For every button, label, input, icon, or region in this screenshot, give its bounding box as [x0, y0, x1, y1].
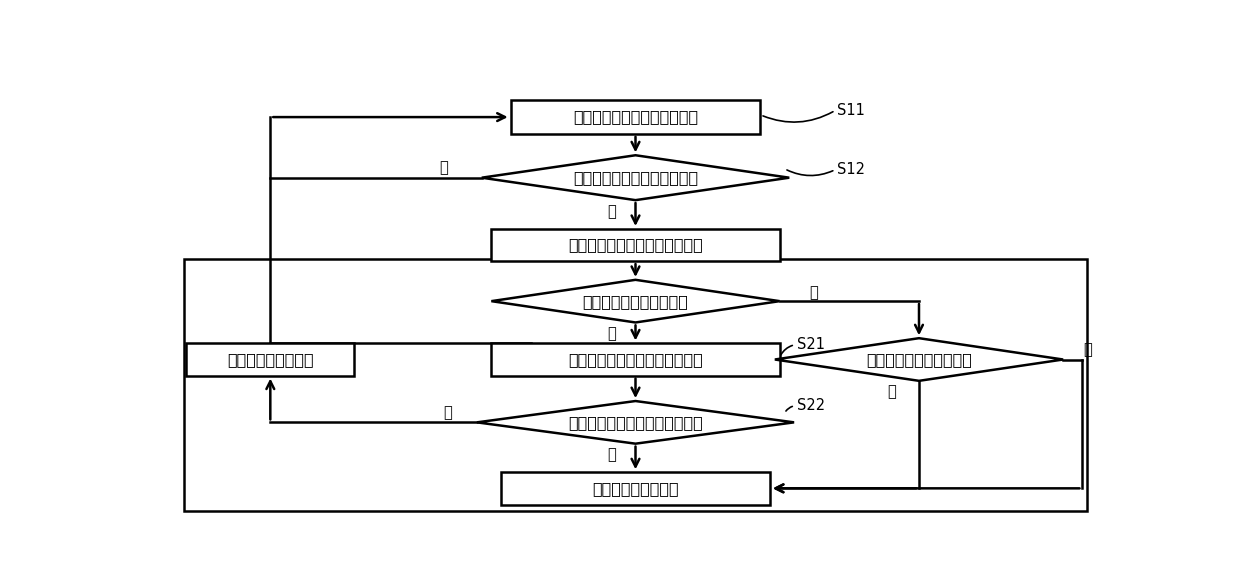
- Text: S11: S11: [837, 103, 866, 118]
- Text: S12: S12: [837, 162, 866, 177]
- Text: 第一卡网络连接是否正常: 第一卡网络连接是否正常: [583, 294, 688, 308]
- Text: 否: 否: [608, 204, 616, 219]
- Text: 将第二卡切换为主卡: 将第二卡切换为主卡: [593, 481, 678, 496]
- Text: 监控第一卡和第二卡的网络类型: 监控第一卡和第二卡的网络类型: [568, 352, 703, 367]
- Text: 是: 是: [888, 385, 897, 399]
- Text: 否: 否: [444, 405, 453, 420]
- Text: 是: 是: [439, 160, 448, 175]
- Text: 设置第一卡仍为主卡: 设置第一卡仍为主卡: [227, 352, 314, 367]
- Text: 是: 是: [608, 326, 616, 341]
- FancyBboxPatch shape: [511, 100, 760, 134]
- Text: 监控第一卡和第二卡的连接状态: 监控第一卡和第二卡的连接状态: [568, 237, 703, 252]
- Polygon shape: [481, 155, 789, 200]
- FancyBboxPatch shape: [186, 343, 355, 375]
- Polygon shape: [491, 280, 780, 322]
- Text: 第二卡网络连接是否正常: 第二卡网络连接是否正常: [866, 352, 972, 367]
- Text: 否: 否: [808, 285, 817, 300]
- Polygon shape: [477, 401, 794, 444]
- FancyBboxPatch shape: [491, 343, 780, 375]
- Text: 第一卡网络类型是否劣于第二卡: 第一卡网络类型是否劣于第二卡: [568, 415, 703, 430]
- FancyBboxPatch shape: [491, 229, 780, 261]
- Text: 否: 否: [1083, 342, 1091, 357]
- Text: S21: S21: [797, 337, 825, 352]
- Text: 是: 是: [608, 447, 616, 462]
- Text: 读取第一卡和第二卡的网络号: 读取第一卡和第二卡的网络号: [573, 110, 698, 125]
- FancyBboxPatch shape: [501, 472, 770, 504]
- Text: S22: S22: [797, 398, 825, 413]
- Polygon shape: [775, 338, 1063, 381]
- Text: 双卡是否属于同一网络运营商: 双卡是否属于同一网络运营商: [573, 170, 698, 185]
